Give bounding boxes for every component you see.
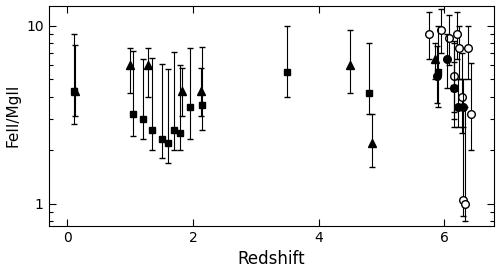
X-axis label: Redshift: Redshift — [238, 250, 306, 269]
Y-axis label: FeII/MgII: FeII/MgII — [6, 84, 20, 147]
